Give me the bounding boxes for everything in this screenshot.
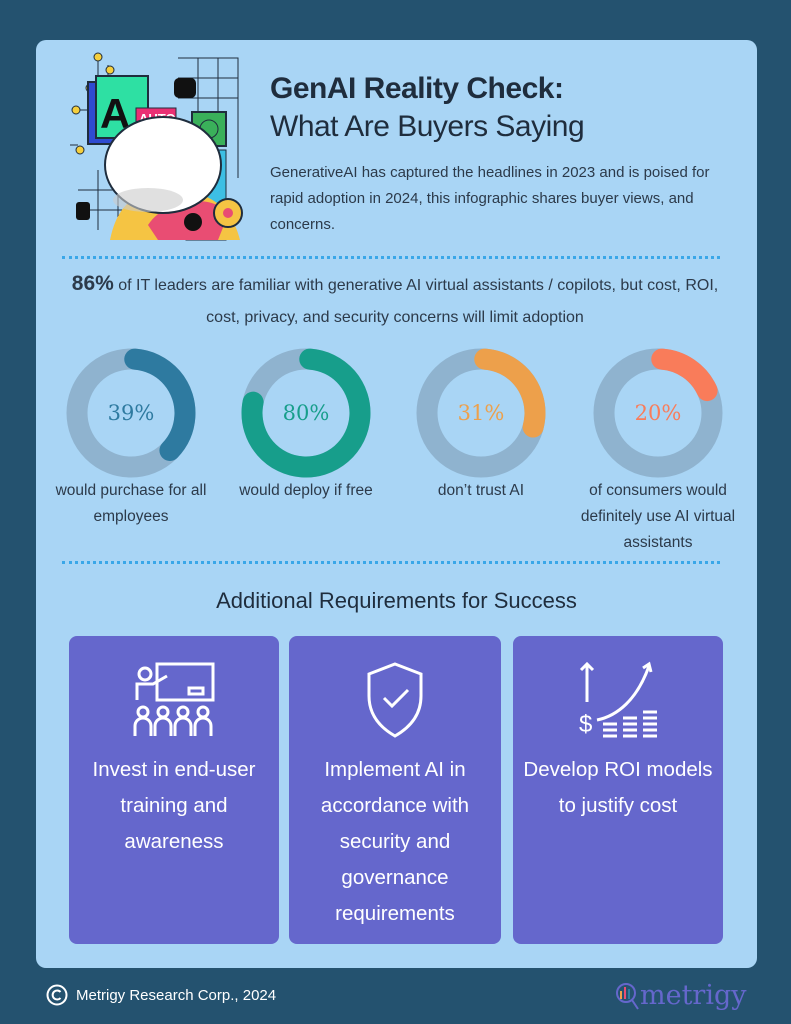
donut-arc bbox=[241, 348, 371, 478]
requirements-title: Additional Requirements for Success bbox=[216, 588, 577, 613]
requirement-card-roi: $ Develop ROI models to justify cost bbox=[513, 636, 723, 944]
dotted-divider bbox=[62, 561, 720, 564]
donut-arc bbox=[416, 348, 546, 478]
headline-stat-value: 86% bbox=[71, 272, 114, 295]
donut-chart: 39% bbox=[64, 346, 198, 480]
footer-copyright: Metrigy Research Corp., 2024 bbox=[46, 984, 276, 1006]
magnifier-chart-icon bbox=[616, 982, 639, 1010]
title-subtitle: What Are Buyers Saying bbox=[270, 110, 585, 143]
donut-value: 39% bbox=[107, 401, 155, 425]
donut-arc bbox=[66, 348, 196, 478]
intro-text: GenerativeAI has captured the headlines … bbox=[270, 164, 710, 233]
dotted-divider bbox=[62, 256, 720, 259]
classroom-training-icon bbox=[133, 662, 215, 736]
dollar-growth-chart-icon: $ bbox=[579, 661, 657, 738]
donut-chart: 20% bbox=[591, 346, 725, 480]
headline-stat: 86% of IT leaders are familiar with gene… bbox=[60, 268, 730, 334]
donut-value: 20% bbox=[634, 401, 682, 425]
headline-stat-text: of IT leaders are familiar with generati… bbox=[118, 277, 719, 326]
title-main: GenAI Reality Check: bbox=[270, 72, 564, 105]
ai-brain-illustration: A AUTO bbox=[70, 52, 243, 241]
donut-caption: don’t trust AI bbox=[437, 482, 525, 499]
metrigy-logo: metrigy bbox=[614, 980, 747, 1011]
donut-value: 80% bbox=[282, 401, 330, 425]
donut-caption: would purchase for all employees bbox=[55, 482, 207, 525]
donut-caption: of consumers would definitely use AI vir… bbox=[580, 482, 736, 551]
svg-text:$: $ bbox=[579, 711, 592, 738]
logo-text: metrigy bbox=[640, 980, 747, 1011]
requirement-card-security: Implement AI in accordance with security… bbox=[289, 636, 501, 944]
donut-chart: 80% bbox=[239, 346, 373, 480]
copyright-icon bbox=[46, 984, 68, 1006]
requirement-text: Invest in end-user training and awarenes… bbox=[92, 758, 256, 853]
donut-chart: 31% bbox=[414, 346, 548, 480]
requirement-text: Develop ROI models to justify cost bbox=[523, 758, 713, 817]
donut-arc bbox=[593, 348, 723, 478]
requirement-text: Implement AI in accordance with security… bbox=[320, 758, 470, 925]
donut-caption: would deploy if free bbox=[239, 482, 373, 499]
copyright-text: Metrigy Research Corp., 2024 bbox=[76, 986, 277, 1004]
requirement-card-training: Invest in end-user training and awarenes… bbox=[69, 636, 279, 944]
page-title: GenAI Reality Check: What Are Buyers Say… bbox=[270, 70, 585, 146]
shield-check-icon bbox=[367, 662, 423, 738]
donut-value: 31% bbox=[457, 401, 505, 425]
